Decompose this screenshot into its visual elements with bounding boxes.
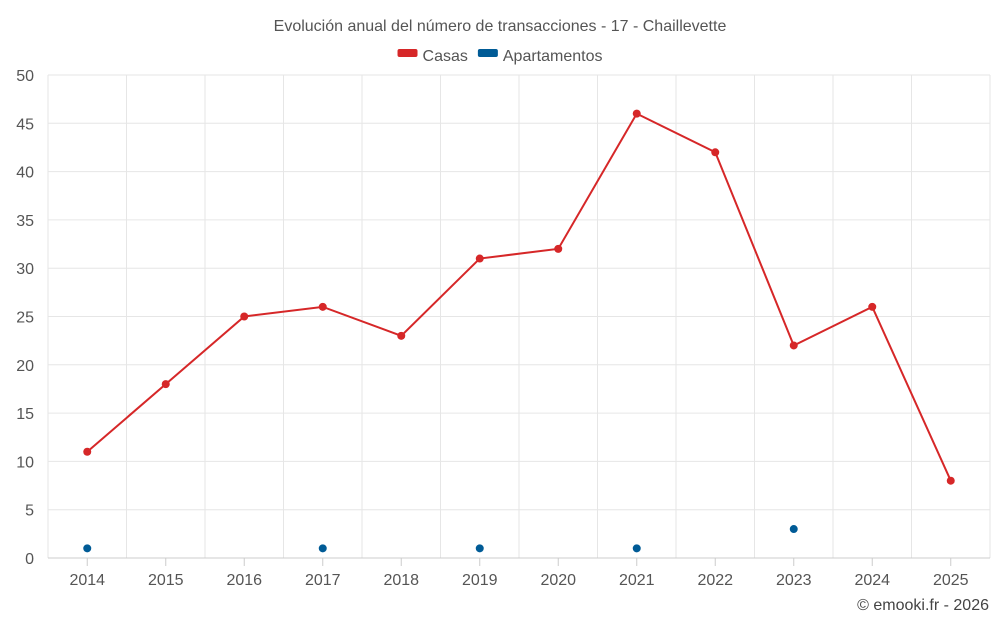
data-point[interactable] xyxy=(711,148,720,157)
data-point[interactable] xyxy=(554,244,563,253)
data-point[interactable] xyxy=(240,312,249,321)
data-point[interactable] xyxy=(475,544,484,553)
x-tick-label: 2014 xyxy=(69,572,105,589)
y-tick-label: 0 xyxy=(25,551,34,568)
legend-swatch xyxy=(397,49,418,57)
legend-label: Apartamentos xyxy=(503,48,603,65)
series-line xyxy=(86,112,952,482)
y-tick-label: 10 xyxy=(16,454,34,471)
y-tick-label: 35 xyxy=(16,213,34,230)
chart-title: Evolución anual del número de transaccio… xyxy=(274,18,727,35)
data-point[interactable] xyxy=(475,254,484,263)
data-point[interactable] xyxy=(789,341,798,350)
data-point[interactable] xyxy=(83,447,92,456)
credit-text: © emooki.fr - 2026 xyxy=(857,597,989,614)
x-tick-label: 2022 xyxy=(697,572,733,589)
x-tick-label: 2023 xyxy=(776,572,812,589)
y-tick-label: 20 xyxy=(16,358,34,375)
x-tick-label: 2019 xyxy=(462,572,498,589)
y-tick-label: 50 xyxy=(16,68,34,85)
data-point[interactable] xyxy=(161,380,170,389)
data-point[interactable] xyxy=(397,331,406,340)
series-layer xyxy=(83,109,955,553)
data-point[interactable] xyxy=(946,476,955,485)
series-apartamentos xyxy=(83,525,798,553)
x-tick-label: 2025 xyxy=(933,572,969,589)
x-tick-label: 2020 xyxy=(540,572,576,589)
x-tick-label: 2018 xyxy=(383,572,419,589)
data-point[interactable] xyxy=(868,302,877,311)
y-tick-label: 45 xyxy=(16,116,34,133)
y-tick-label: 5 xyxy=(25,503,34,520)
grid-lines xyxy=(47,74,991,558)
y-tick-label: 40 xyxy=(16,165,34,182)
y-tick-label: 15 xyxy=(16,406,34,423)
legend-item-apartamentos[interactable]: Apartamentos xyxy=(477,48,603,65)
data-point[interactable] xyxy=(632,544,641,553)
y-tick-label: 30 xyxy=(16,261,34,278)
series-casas xyxy=(83,109,955,485)
x-tick-label: 2016 xyxy=(226,572,262,589)
data-point[interactable] xyxy=(318,302,327,311)
x-tick-label: 2015 xyxy=(148,572,184,589)
legend-label: Casas xyxy=(423,48,468,65)
x-tick-label: 2021 xyxy=(619,572,655,589)
x-tick-label: 2024 xyxy=(854,572,890,589)
x-tick-label: 2017 xyxy=(305,572,341,589)
legend-swatch xyxy=(477,49,498,57)
chart-legend: Casas Apartamentos xyxy=(397,48,603,65)
y-tick-label: 25 xyxy=(16,310,34,327)
data-point[interactable] xyxy=(632,109,641,118)
data-point[interactable] xyxy=(83,544,92,553)
data-point[interactable] xyxy=(789,525,798,534)
legend-item-casas[interactable]: Casas xyxy=(397,48,468,65)
data-point[interactable] xyxy=(318,544,327,553)
